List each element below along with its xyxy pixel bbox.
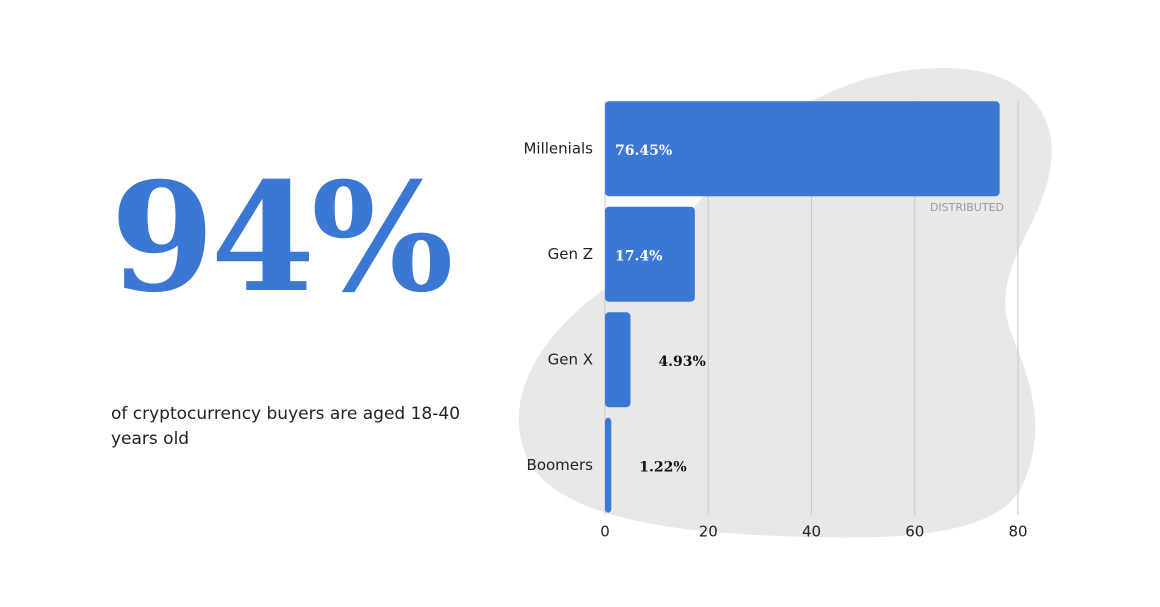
x-tick-label: 60 [905, 523, 924, 541]
y-tick-label: Gen X [548, 350, 593, 368]
bar [605, 417, 612, 513]
value-label: 76.45% [615, 143, 672, 159]
y-tick-label: Gen Z [548, 245, 593, 263]
headline-stat: 94% [110, 150, 453, 326]
headline-caption: of cryptocurrency buyers are aged 18-40 … [111, 404, 461, 449]
bar [605, 312, 631, 408]
value-label: 17.4% [615, 248, 662, 264]
bar [605, 101, 1000, 197]
y-tick-label: Millenials [523, 139, 593, 157]
value-label: 1.22% [639, 459, 686, 475]
x-tick-label: 40 [802, 523, 821, 541]
x-tick-label: 80 [1008, 523, 1027, 541]
watermark: DISTRIBUTED [930, 201, 1004, 214]
x-tick-label: 20 [699, 523, 718, 541]
value-label: 4.93% [658, 354, 705, 370]
x-tick-label: 0 [600, 523, 610, 541]
bar [605, 206, 695, 302]
y-tick-label: Boomers [527, 456, 594, 474]
